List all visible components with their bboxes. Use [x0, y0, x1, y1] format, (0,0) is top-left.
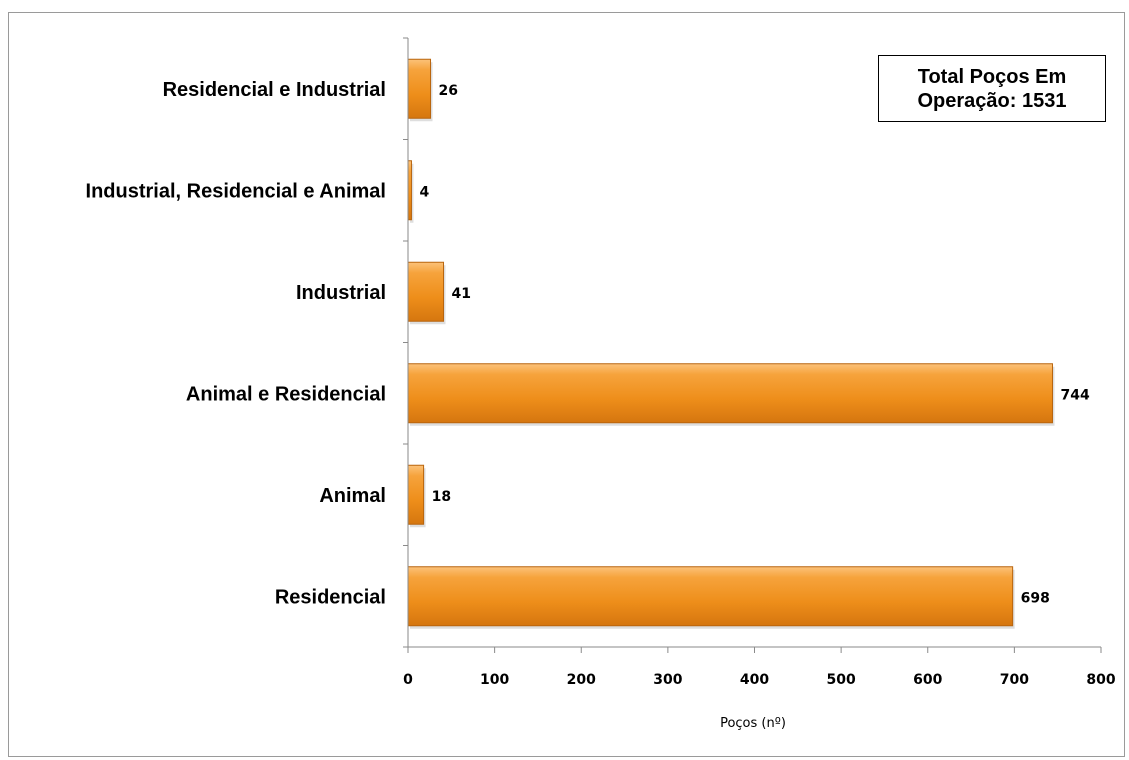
x-tick-label: 400 — [740, 672, 769, 688]
axes-layer — [403, 37, 1102, 653]
category-label: Residencial e Industrial — [163, 79, 386, 101]
category-label: Industrial, Residencial e Animal — [86, 180, 386, 202]
labels-layer: Residencial 698 Animal 18 Animal e Residenci… — [86, 79, 1116, 688]
data-label: 698 — [1021, 590, 1050, 606]
category-label: Animal e Residencial — [186, 383, 386, 405]
category-label: Residencial — [275, 586, 386, 608]
bar-industrial — [407, 261, 445, 322]
x-tick-label: 600 — [913, 672, 942, 688]
data-label: 41 — [452, 286, 471, 302]
x-tick-label: 300 — [653, 672, 682, 688]
bar-animal — [407, 464, 425, 525]
data-label: 18 — [432, 489, 451, 505]
bar-animal-e-residencial — [407, 363, 1053, 424]
x-tick-label: 200 — [567, 672, 596, 688]
data-label: 26 — [439, 83, 458, 99]
x-tick-label: 0 — [403, 672, 413, 688]
bars-layer — [407, 58, 1055, 629]
x-axis-title: Poços (nº) — [720, 716, 786, 731]
x-tick-label: 700 — [1000, 672, 1029, 688]
bar-industrial-residencial-e-animal — [407, 160, 412, 221]
x-tick-label: 800 — [1086, 672, 1115, 688]
x-tick-label: 100 — [480, 672, 509, 688]
data-label: 4 — [419, 184, 429, 200]
data-label: 744 — [1060, 387, 1089, 403]
category-label: Industrial — [296, 282, 386, 304]
bar-residencial — [407, 566, 1014, 627]
bar-residencial-e-industrial — [407, 58, 432, 119]
x-tick-label: 500 — [827, 672, 856, 688]
total-annotation: Total Poços Em Operação: 1531 — [878, 55, 1106, 122]
category-label: Animal — [319, 485, 386, 507]
